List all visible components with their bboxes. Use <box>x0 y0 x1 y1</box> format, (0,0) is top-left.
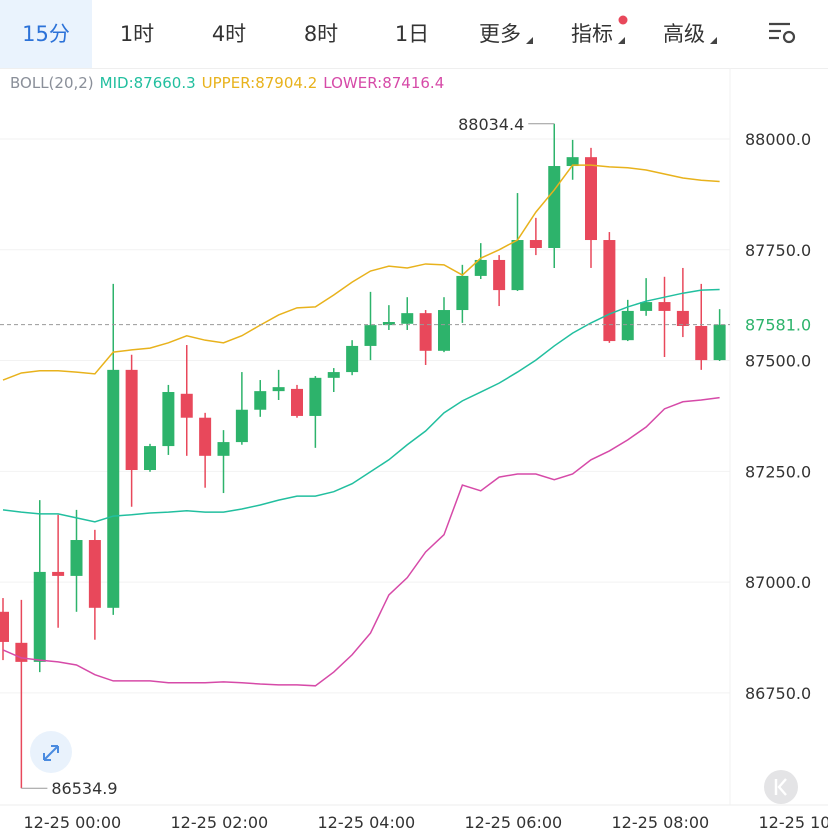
tab[interactable]: 8时 <box>303 22 339 46</box>
dropdown-arrow <box>618 37 625 44</box>
candle-body <box>456 275 469 311</box>
candle-body <box>529 240 542 249</box>
candle-body <box>33 571 46 662</box>
candle-body <box>162 392 175 447</box>
candle-body <box>493 259 506 291</box>
candle-body <box>70 540 83 576</box>
dropdown-arrow <box>526 37 533 44</box>
candle-body <box>621 310 634 341</box>
indicator-line <box>2 396 720 687</box>
tab-icons <box>526 15 796 44</box>
settings-icon[interactable] <box>769 22 796 44</box>
candle-body <box>695 325 708 361</box>
candle-body <box>254 391 267 410</box>
candle-body <box>88 540 101 608</box>
tab[interactable]: 4时 <box>211 22 247 46</box>
tab[interactable]: 指标 <box>571 22 613 46</box>
indicator-name: BOLL(20,2) <box>10 74 94 92</box>
x-tick-label: 12-25 02:00 <box>171 813 269 832</box>
candle-body <box>199 417 212 456</box>
plot-area <box>0 123 730 789</box>
legend-entry: MID:87660.3 <box>99 74 196 92</box>
legend-entry: LOWER:87416.4 <box>323 74 445 92</box>
extreme-label: 86534.9 <box>51 779 117 798</box>
candle-body <box>566 157 579 167</box>
candle-body <box>0 611 9 642</box>
candle-body <box>585 157 597 241</box>
y-tick-label: 87000.0 <box>745 573 811 592</box>
legend-entry: UPPER:87904.2 <box>201 74 318 92</box>
tab[interactable]: 高级 <box>663 22 705 46</box>
candle-body <box>272 387 285 392</box>
candle-body <box>474 259 487 276</box>
candle-body <box>52 571 65 576</box>
candle-body <box>327 372 340 378</box>
candle-body <box>419 313 432 351</box>
badge-dot <box>618 15 628 25</box>
y-tick-label: 87250.0 <box>745 462 811 481</box>
y-tick-label: 88000.0 <box>745 130 811 149</box>
tab[interactable]: 15分 <box>0 0 92 68</box>
candle-body <box>291 388 303 416</box>
x-tick-label: 12-25 06:00 <box>465 813 563 832</box>
candle-body <box>364 325 377 346</box>
indicator-line <box>2 288 720 523</box>
y-tick-label: 87750.0 <box>745 241 811 260</box>
tab[interactable]: 1日 <box>394 22 430 46</box>
x-tick-label: 12-25 08:00 <box>612 813 710 832</box>
y-tick-label: 87500.0 <box>745 352 811 371</box>
tab[interactable]: 更多 <box>479 22 521 46</box>
candle-body <box>235 409 248 443</box>
y-tick-label: 86750.0 <box>745 684 811 703</box>
dropdown-arrow <box>710 37 717 44</box>
candle-body <box>511 240 524 291</box>
indicator-legend: BOLL(20,2) MID:87660.3 UPPER:87904.2 LOWER… <box>10 74 444 92</box>
indicator-line <box>2 164 720 381</box>
candle-body <box>107 369 120 608</box>
expand-button[interactable] <box>30 731 72 773</box>
candle-body <box>640 302 653 311</box>
candle-body <box>401 313 414 324</box>
candle-body <box>603 240 616 342</box>
candle-body <box>382 322 395 326</box>
candle-body <box>346 345 359 373</box>
candle-body <box>438 310 450 351</box>
candle-body <box>548 166 561 249</box>
extreme-label: 88034.4 <box>458 115 524 134</box>
scroll-latest-button[interactable] <box>764 770 798 804</box>
x-tick-label: 12-25 00:00 <box>24 813 122 832</box>
last-price-label: 87581.0 <box>745 316 811 335</box>
x-tick-label: 12-25 10 <box>759 813 828 832</box>
candle-body <box>217 442 230 456</box>
candle-body <box>309 377 322 416</box>
x-tick-label: 12-25 04:00 <box>318 813 416 832</box>
candle-body <box>180 393 193 418</box>
candle-body <box>144 446 156 471</box>
candle-body <box>658 302 671 311</box>
candle-body <box>125 369 138 471</box>
tab[interactable]: 1时 <box>119 22 155 46</box>
candle-body <box>676 310 689 326</box>
candle-body <box>713 324 726 361</box>
tab-bar: 15分 1时 4时 8时 1日 更多 指标 高级 <box>0 0 828 69</box>
